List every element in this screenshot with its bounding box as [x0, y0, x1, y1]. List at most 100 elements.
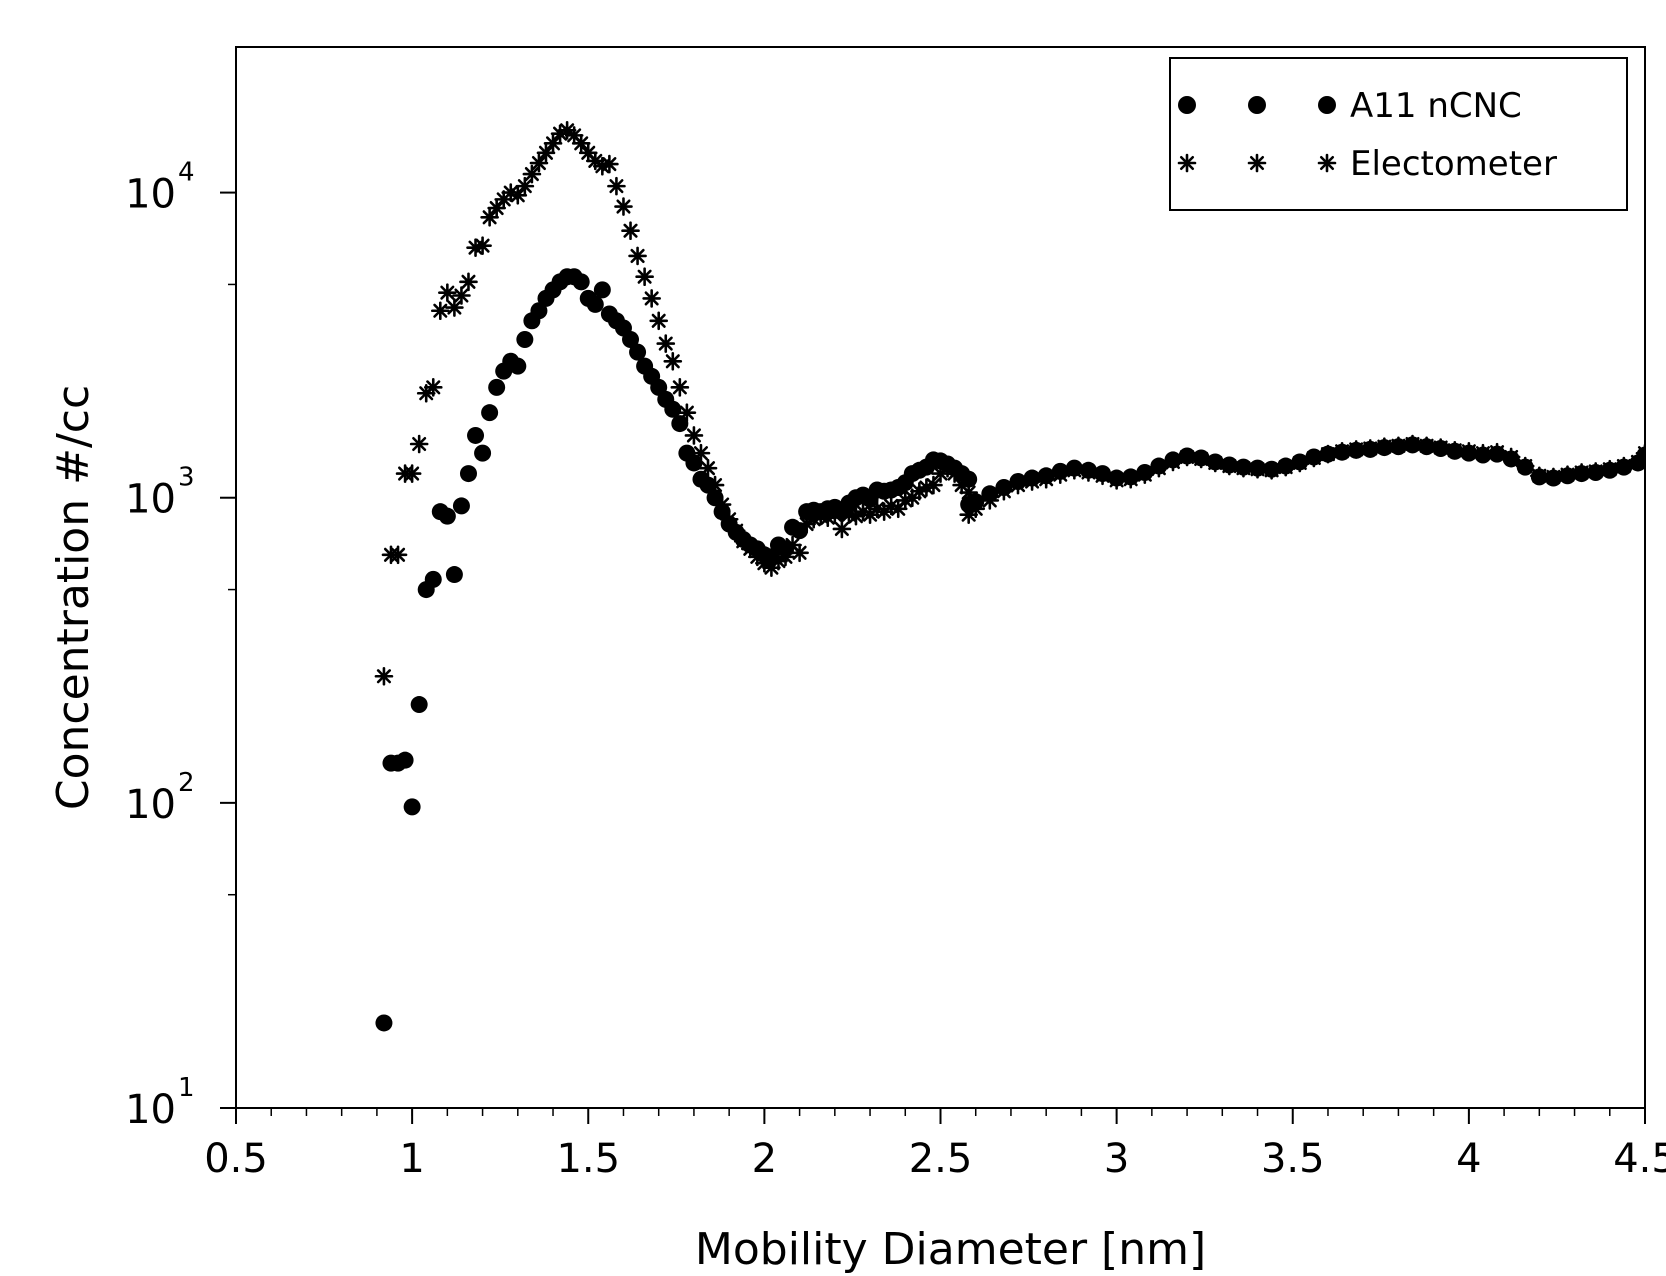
x-tick-label: 2 — [752, 1136, 777, 1182]
data-point-a11-ncnc — [1446, 442, 1464, 460]
data-point-a11-ncnc — [1305, 448, 1323, 466]
data-point-electometer — [529, 153, 549, 173]
y-tick-label: 10 — [125, 782, 176, 828]
data-point-a11-ncnc — [1347, 441, 1365, 459]
data-point-electometer — [628, 246, 647, 266]
data-point-a11-ncnc — [1319, 445, 1337, 463]
plot-area — [374, 121, 1645, 1032]
data-point-electometer — [670, 378, 690, 397]
data-point-a11-ncnc — [664, 400, 682, 418]
data-point-a11-ncnc — [960, 470, 978, 488]
data-point-electometer — [663, 351, 683, 371]
data-point-electometer — [515, 176, 535, 196]
y-tick-exponent: 2 — [178, 768, 195, 798]
data-point-electometer — [402, 464, 422, 483]
data-point-a11-ncnc — [699, 476, 717, 494]
data-point-a11-ncnc — [1206, 453, 1224, 471]
data-point-a11-ncnc — [1234, 458, 1252, 476]
data-point-a11-ncnc — [516, 331, 534, 349]
legend-marker-a11-ncnc — [1248, 96, 1266, 114]
data-point-a11-ncnc — [1079, 461, 1097, 479]
data-point-a11-ncnc — [1474, 446, 1492, 464]
data-point-a11-ncnc — [396, 751, 414, 769]
data-point-a11-ncnc — [403, 798, 421, 816]
y-tick-label: 10 — [125, 477, 176, 523]
data-point-electometer — [642, 289, 661, 308]
y-tick-label: 10 — [125, 1087, 176, 1133]
data-point-a11-ncnc — [438, 507, 456, 525]
data-point-a11-ncnc — [1544, 469, 1562, 487]
data-point-a11-ncnc — [1375, 439, 1393, 457]
data-point-a11-ncnc — [1530, 468, 1548, 486]
data-point-a11-ncnc — [981, 485, 999, 503]
data-point-electometer — [607, 176, 626, 196]
data-point-electometer — [536, 143, 556, 163]
x-tick-label: 0.5 — [204, 1136, 268, 1182]
data-point-a11-ncnc — [1178, 447, 1196, 465]
data-point-a11-ncnc — [1037, 467, 1055, 485]
data-point-a11-ncnc — [995, 479, 1013, 497]
data-point-electometer — [431, 301, 450, 321]
data-point-electometer — [522, 164, 542, 184]
x-axis-title: Mobility Diameter [nm] — [695, 1224, 1206, 1275]
data-point-a11-ncnc — [791, 522, 809, 540]
data-point-a11-ncnc — [1636, 446, 1645, 464]
data-point-electometer — [409, 434, 429, 454]
data-point-electometer — [423, 378, 443, 397]
data-point-a11-ncnc — [375, 1014, 393, 1032]
data-point-a11-ncnc — [572, 273, 590, 291]
data-point-electometer — [621, 221, 640, 241]
data-point-electometer — [684, 426, 704, 445]
data-point-a11-ncnc — [1615, 458, 1633, 476]
data-point-electometer — [452, 286, 471, 305]
data-point-a11-ncnc — [1488, 445, 1506, 463]
data-point-a11-ncnc — [1051, 462, 1069, 480]
data-point-a11-ncnc — [1192, 449, 1210, 467]
data-point-a11-ncnc — [459, 465, 477, 483]
data-point-a11-ncnc — [452, 497, 470, 515]
data-point-a11-ncnc — [445, 566, 463, 584]
data-point-a11-ncnc — [1009, 473, 1027, 491]
data-point-a11-ncnc — [1023, 469, 1041, 487]
data-point-a11-ncnc — [967, 493, 985, 511]
x-tick-label: 4 — [1456, 1136, 1481, 1182]
data-point-a11-ncnc — [1432, 439, 1450, 457]
data-point-a11-ncnc — [1065, 459, 1083, 477]
legend-label: Electometer — [1350, 144, 1557, 184]
data-point-a11-ncnc — [1136, 463, 1154, 481]
x-tick-label: 4.5 — [1613, 1136, 1666, 1182]
data-point-electometer — [635, 267, 654, 287]
data-point-electometer — [698, 458, 718, 478]
data-point-a11-ncnc — [586, 295, 604, 313]
data-point-a11-ncnc — [1460, 444, 1478, 462]
data-point-a11-ncnc — [1573, 465, 1591, 483]
data-point-electometer — [459, 272, 478, 292]
data-point-a11-ncnc — [530, 302, 548, 320]
data-point-a11-ncnc — [713, 503, 731, 521]
data-point-a11-ncnc — [474, 444, 492, 462]
y-tick-label: 10 — [125, 172, 176, 218]
data-point-electometer — [480, 207, 499, 227]
data-point-a11-ncnc — [622, 331, 640, 349]
data-point-a11-ncnc — [1601, 461, 1619, 479]
legend-marker-a11-ncnc — [1178, 96, 1196, 114]
y-tick-exponent: 3 — [178, 463, 195, 493]
data-point-a11-ncnc — [1291, 453, 1309, 471]
legend-marker-a11-ncnc — [1318, 96, 1336, 114]
x-tick-label: 2.5 — [909, 1136, 973, 1182]
data-point-a11-ncnc — [706, 489, 724, 507]
data-point-a11-ncnc — [509, 357, 527, 375]
data-point-a11-ncnc — [424, 570, 442, 588]
data-point-electometer — [388, 545, 408, 565]
data-point-a11-ncnc — [671, 415, 689, 433]
data-point-a11-ncnc — [629, 343, 647, 361]
data-point-electometer — [924, 475, 943, 495]
data-point-electometer — [571, 134, 591, 153]
x-tick-label: 3 — [1104, 1136, 1129, 1182]
data-point-electometer — [438, 283, 457, 302]
legend: A11 nCNC Electometer — [1169, 57, 1628, 211]
legend-marker-electometer — [1247, 153, 1267, 173]
data-point-a11-ncnc — [685, 454, 703, 472]
x-tick-label: 1.5 — [556, 1136, 620, 1182]
